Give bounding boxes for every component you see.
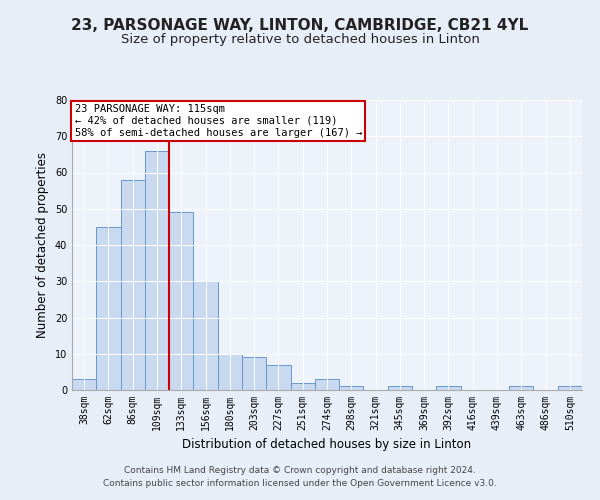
Bar bbox=[388, 386, 412, 390]
X-axis label: Distribution of detached houses by size in Linton: Distribution of detached houses by size … bbox=[182, 438, 472, 452]
Bar bbox=[121, 180, 145, 390]
Bar bbox=[290, 383, 315, 390]
Bar bbox=[169, 212, 193, 390]
Bar bbox=[436, 386, 461, 390]
Y-axis label: Number of detached properties: Number of detached properties bbox=[36, 152, 49, 338]
Text: Contains HM Land Registry data © Crown copyright and database right 2024.
Contai: Contains HM Land Registry data © Crown c… bbox=[103, 466, 497, 487]
Bar bbox=[339, 386, 364, 390]
Bar bbox=[193, 281, 218, 390]
Bar bbox=[218, 354, 242, 390]
Text: 23 PARSONAGE WAY: 115sqm
← 42% of detached houses are smaller (119)
58% of semi-: 23 PARSONAGE WAY: 115sqm ← 42% of detach… bbox=[74, 104, 362, 138]
Bar bbox=[558, 386, 582, 390]
Bar bbox=[315, 379, 339, 390]
Bar bbox=[266, 364, 290, 390]
Bar bbox=[96, 227, 121, 390]
Text: Size of property relative to detached houses in Linton: Size of property relative to detached ho… bbox=[121, 32, 479, 46]
Bar bbox=[242, 358, 266, 390]
Bar bbox=[145, 151, 169, 390]
Bar bbox=[72, 379, 96, 390]
Bar bbox=[509, 386, 533, 390]
Text: 23, PARSONAGE WAY, LINTON, CAMBRIDGE, CB21 4YL: 23, PARSONAGE WAY, LINTON, CAMBRIDGE, CB… bbox=[71, 18, 529, 32]
